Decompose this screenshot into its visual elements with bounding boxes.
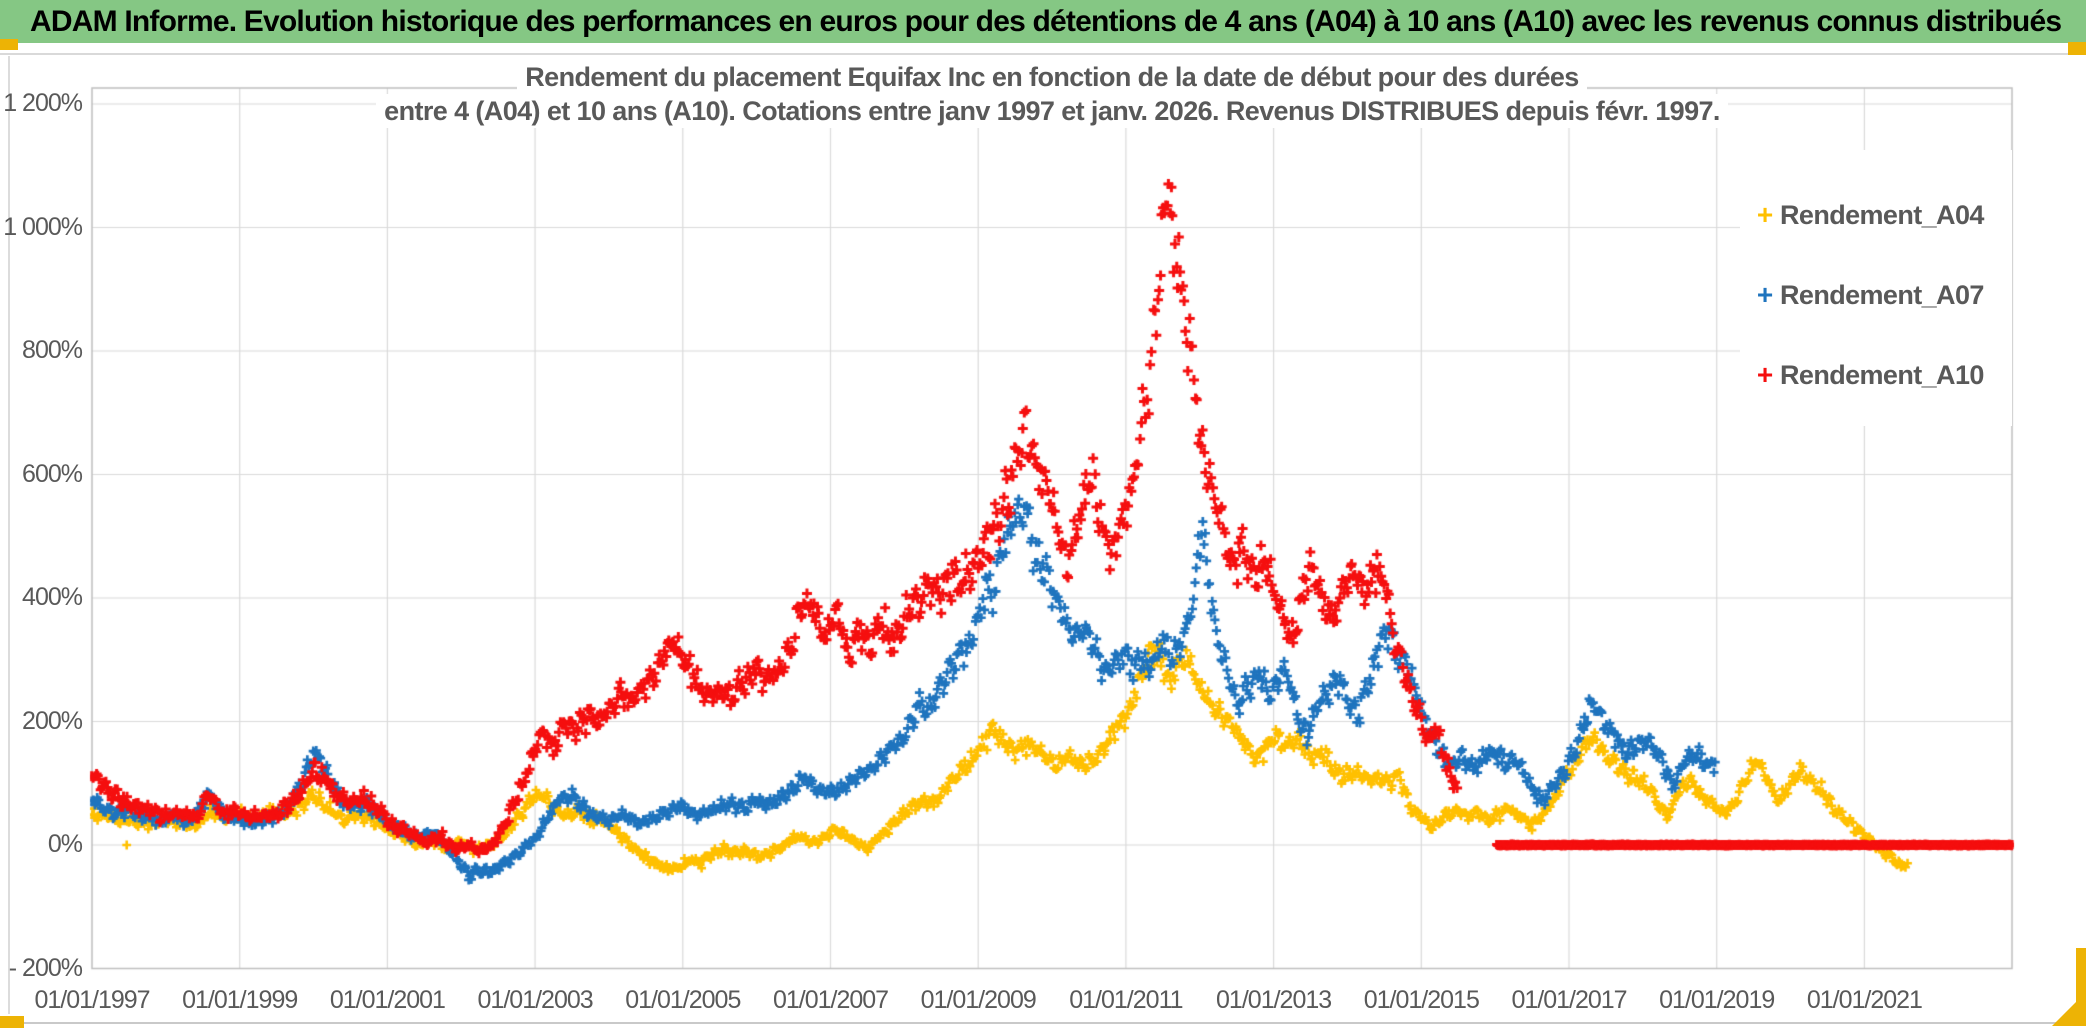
y-axis-tick-label: 400% [22,583,83,611]
x-axis-tick-label: 01/01/2017 [1511,986,1627,1014]
x-axis-tick-label: 01/01/2005 [625,986,741,1014]
chart-title-line1: Rendement du placement Equifax Inc en fo… [517,60,1587,94]
legend-entry-rendement_a10[interactable]: + Rendement_A10 [1750,358,1985,392]
x-axis-tick-label: 01/01/2007 [772,986,889,1014]
chart-title: Rendement du placement Equifax Inc en fo… [92,60,2012,128]
x-axis-tick-label: 01/01/1999 [182,986,298,1014]
bottom-divider-line [0,1022,2086,1024]
plus-marker-icon: + [1756,199,1774,230]
x-axis-tick-label: 01/01/2021 [1806,986,1923,1014]
y-axis-tick-label: 1 000% [3,212,83,241]
x-axis-tick-label: 01/01/2003 [477,986,594,1014]
y-axis-tick-label: 200% [22,706,83,735]
y-axis-tick-label: - 200% [8,953,83,982]
plus-marker-icon: + [1756,279,1774,310]
legend-entry-rendement_a04[interactable]: + Rendement_A04 [1750,198,1985,232]
y-axis-tick-label: 0% [47,830,83,858]
selection-handle-bottom-right [2076,948,2086,1026]
legend-entry-rendement_a07[interactable]: + Rendement_A07 [1750,278,1985,312]
x-axis-tick-label: 01/01/2013 [1216,986,1332,1014]
legend-label: Rendement_A07 [1780,279,1984,310]
selection-handle-bottom-right-corner [2052,1002,2076,1026]
y-axis-tick-label: 1 200% [3,89,83,117]
selection-handle-bottom-left [0,1016,24,1028]
x-axis-tick-label: 01/01/2015 [1363,986,1480,1014]
x-axis-tick-label: 01/01/2011 [1069,986,1183,1014]
chart-title-line2: entre 4 (A04) et 10 ans (A10). Cotations… [376,94,1728,128]
plus-marker-icon: + [1756,359,1774,390]
y-axis-tick-label: 800% [22,336,83,364]
legend-label: Rendement_A04 [1780,199,1984,230]
legend-label: Rendement_A10 [1780,359,1984,390]
y-axis-tick-label: 600% [22,459,83,488]
x-axis-tick-label: 01/01/2019 [1659,986,1775,1014]
x-axis-tick-label: 01/01/1997 [34,986,150,1014]
x-axis-tick-label: 01/01/2001 [329,986,446,1014]
legend: + Rendement_A04 + Rendement_A07 + Rendement_A… [1740,150,2012,426]
x-axis-tick-label: 01/01/2009 [920,986,1037,1014]
